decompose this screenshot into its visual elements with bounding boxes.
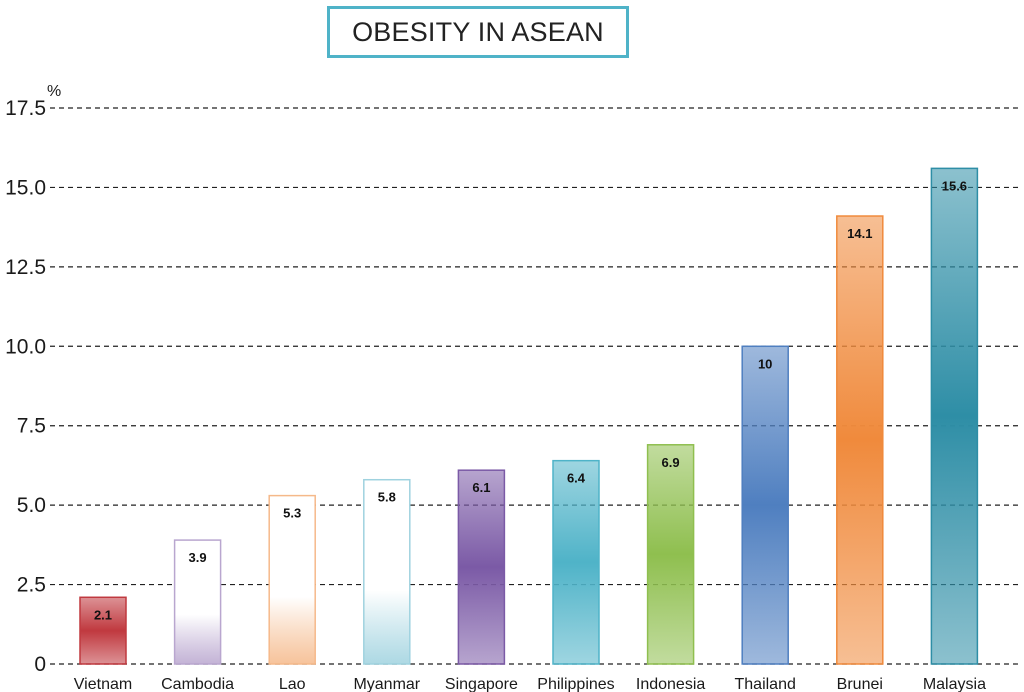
bar-philippines bbox=[552, 459, 600, 665]
x-tick-label: Singapore bbox=[445, 676, 518, 692]
data-label: 6.4 bbox=[567, 471, 586, 486]
bar-indonesia bbox=[646, 444, 695, 665]
bars: 2.1 3.9 5.3 5.8 6.1 6.4 6.9 10 14.1 15.6 bbox=[79, 167, 979, 665]
x-tick-label: Thailand bbox=[735, 676, 796, 692]
bar-myanmar bbox=[363, 478, 411, 665]
y-tick-label: 12.5 bbox=[5, 256, 46, 279]
data-label: 5.3 bbox=[283, 506, 301, 521]
bar-cambodia bbox=[173, 539, 222, 665]
y-tick-label: 17.5 bbox=[5, 97, 46, 120]
bar-vietnam bbox=[79, 596, 127, 665]
x-tick-label: Cambodia bbox=[161, 676, 234, 692]
data-label: 5.8 bbox=[378, 490, 396, 505]
data-label: 6.9 bbox=[662, 455, 680, 470]
x-tick-label: Indonesia bbox=[636, 676, 705, 692]
y-axis-unit: % bbox=[47, 83, 61, 100]
x-axis: Vietnam Cambodia Lao Myanmar Singapore Philip… bbox=[74, 676, 986, 692]
y-tick-label: 2.5 bbox=[17, 574, 46, 597]
bar-lao bbox=[268, 494, 316, 665]
bar-brunei bbox=[836, 215, 884, 665]
bar-singapore bbox=[457, 469, 506, 665]
chart-title: OBESITY IN ASEAN bbox=[327, 6, 629, 58]
x-tick-label: Brunei bbox=[837, 676, 883, 692]
x-tick-label: Myanmar bbox=[353, 676, 420, 692]
y-axis: 0 2.5 5.0 7.5 10.0 12.5 15.0 17.5% bbox=[5, 83, 61, 676]
x-tick-label: Malaysia bbox=[923, 676, 986, 692]
y-tick-label: 7.5 bbox=[17, 415, 46, 438]
data-label: 6.1 bbox=[472, 480, 490, 495]
y-tick-label: 5.0 bbox=[17, 494, 46, 517]
x-tick-label: Lao bbox=[279, 676, 306, 692]
data-label: 2.1 bbox=[94, 607, 112, 622]
data-label: 15.6 bbox=[942, 178, 967, 193]
y-tick-label: 15.0 bbox=[5, 176, 46, 199]
y-tick-label: 10.0 bbox=[5, 335, 46, 358]
data-label: 3.9 bbox=[189, 550, 207, 565]
bar-malaysia bbox=[930, 167, 979, 665]
x-tick-label: Vietnam bbox=[74, 676, 132, 692]
data-label: 10 bbox=[758, 356, 772, 371]
bar-thailand bbox=[741, 345, 789, 665]
x-tick-label: Philippines bbox=[537, 676, 614, 692]
data-label: 14.1 bbox=[847, 226, 872, 241]
y-tick-label: 0 bbox=[34, 653, 46, 676]
